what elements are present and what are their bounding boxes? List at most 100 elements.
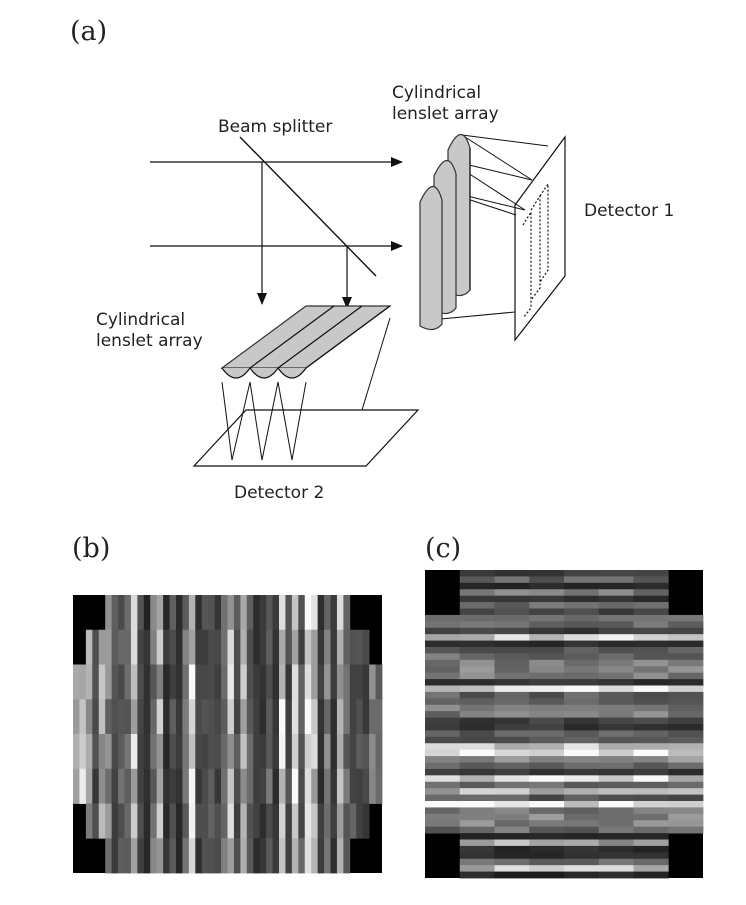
image-pixel [564, 627, 600, 635]
image-pixel [233, 734, 241, 770]
image-pixel [317, 803, 325, 839]
image-pixel [459, 576, 495, 584]
image-pixel [182, 699, 190, 735]
image-pixel [291, 768, 299, 804]
image-pixel [564, 845, 600, 853]
image-pixel [425, 794, 461, 802]
image-pixel [221, 629, 228, 665]
image-pixel [529, 634, 565, 641]
image-pixel [633, 711, 669, 718]
image-pixel [285, 595, 293, 631]
image-pixel [105, 803, 113, 839]
image-pixel [169, 803, 177, 839]
image-pixel [564, 582, 600, 590]
image-pixel [324, 595, 331, 631]
image-pixel [529, 794, 565, 802]
image-pixel [633, 775, 669, 783]
image-pixel [156, 699, 164, 735]
image-pixel [668, 807, 704, 815]
image-pixel [272, 699, 280, 735]
optical-schematic [150, 133, 566, 467]
image-pixel [221, 768, 228, 804]
image-pixel [336, 664, 344, 700]
image-pixel [259, 699, 267, 735]
image-pixel [195, 629, 203, 665]
image-pixel [529, 775, 565, 783]
image-pixel [298, 629, 306, 665]
image-pixel [362, 803, 370, 839]
image-pixel [176, 629, 183, 665]
image-pixel [494, 845, 530, 853]
image-pixel [425, 711, 461, 718]
image-pixel [668, 679, 704, 686]
image-pixel [459, 826, 495, 834]
image-pixel [425, 775, 461, 783]
image-pixel [201, 838, 209, 874]
image-pixel [240, 768, 248, 804]
image-pixel [529, 621, 565, 629]
image-pixel [598, 775, 634, 783]
image-pixel [272, 595, 280, 631]
image-pixel [330, 768, 338, 804]
image-pixel [266, 734, 273, 770]
image-pixel [201, 699, 209, 735]
image-pixel [494, 743, 530, 751]
image-pixel [529, 756, 565, 763]
image-pixel [529, 781, 565, 789]
image-pixel [227, 595, 235, 631]
image-pixel [633, 724, 669, 731]
image-pixel [425, 724, 461, 731]
image-pixel [425, 634, 461, 641]
image-pixel [317, 629, 325, 665]
image-pixel [188, 629, 196, 665]
image-pixel [227, 803, 235, 839]
image-pixel [529, 672, 565, 680]
image-pixel [375, 699, 383, 735]
image-pixel [195, 664, 203, 700]
image-pixel [233, 664, 241, 700]
image-pixel [124, 734, 132, 770]
image-pixel [150, 768, 158, 804]
image-pixel [564, 589, 600, 597]
image-pixel [668, 653, 704, 661]
image-pixel [195, 838, 203, 874]
image-pixel [182, 595, 190, 631]
image-pixel [98, 664, 106, 700]
image-pixel [529, 730, 565, 738]
image-pixel [598, 602, 634, 609]
image-pixel [425, 717, 461, 725]
image-pixel [272, 629, 280, 665]
image-pixel [459, 858, 495, 866]
image-pixel [598, 711, 634, 718]
image-pixel [633, 570, 669, 577]
image-pixel [459, 685, 495, 693]
image-pixel [182, 734, 190, 770]
image-pixel [375, 664, 383, 700]
image-pixel [459, 833, 495, 840]
image-pixel [169, 699, 177, 735]
image-pixel [633, 839, 669, 847]
image-pixel [169, 734, 177, 770]
detector-1 [514, 135, 566, 342]
image-pixel [598, 627, 634, 635]
image-pixel [163, 803, 170, 839]
image-pixel [124, 803, 132, 839]
image-pixel [137, 838, 145, 874]
image-pixel [668, 826, 704, 834]
image-pixel [564, 756, 600, 763]
image-pixel [633, 647, 669, 654]
image-pixel [336, 838, 344, 874]
image-pixel [188, 803, 196, 839]
image-pixel [130, 629, 138, 665]
image-pixel [633, 743, 669, 751]
image-pixel [459, 724, 495, 731]
image-pixel [150, 803, 158, 839]
image-pixel [246, 838, 254, 874]
image-pixel [201, 664, 209, 700]
image-pixel [85, 664, 93, 700]
image-pixel [137, 768, 145, 804]
image-pixel [356, 699, 364, 735]
label-lenslet-top-1: Cylindrical [392, 83, 481, 103]
image-pixel [459, 736, 495, 744]
image-pixel [73, 768, 80, 804]
